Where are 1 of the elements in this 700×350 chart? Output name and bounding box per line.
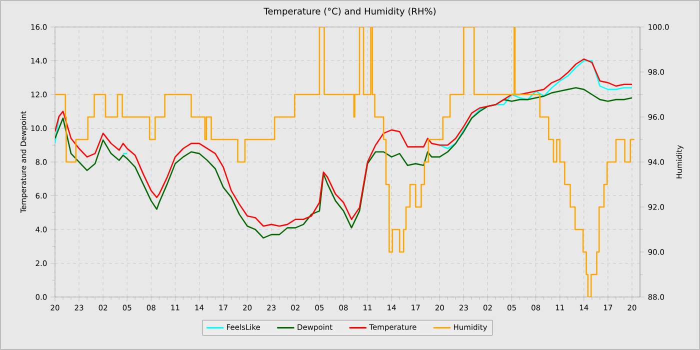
chart-title: Temperature (°C) and Humidity (RH%) [264, 8, 436, 16]
